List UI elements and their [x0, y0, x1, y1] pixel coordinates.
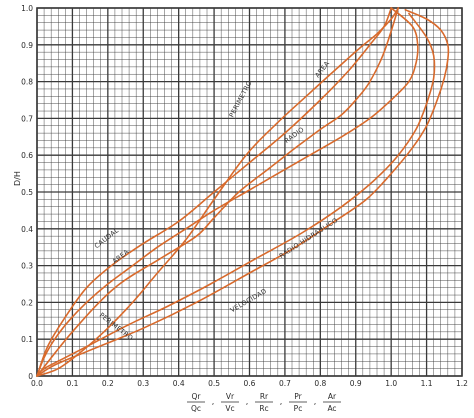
- x-label-separator: ,: [212, 397, 215, 406]
- curve-velocidad: [36, 9, 450, 377]
- x-tick-label: 0.5: [208, 379, 220, 388]
- y-tick-label: 0.1: [21, 335, 33, 344]
- x-tick-label: 0.6: [244, 379, 256, 388]
- x-tick-label: 0.0: [31, 379, 43, 388]
- x-tick-label: 1.0: [385, 379, 397, 388]
- x-label-numerator: Vr: [226, 392, 235, 401]
- x-tick-label: 0.7: [279, 379, 291, 388]
- curve-area: [36, 7, 392, 377]
- x-label-separator: ,: [246, 397, 249, 406]
- x-label-numerator: Rr: [260, 392, 269, 401]
- y-tick-label: 1.0: [21, 4, 33, 13]
- y-tick-label: 0.3: [21, 262, 33, 271]
- y-tick-label: 0.8: [21, 78, 33, 87]
- x-label-separator: ,: [314, 397, 317, 406]
- y-axis-label: D/H: [13, 171, 22, 186]
- curve-radio: [36, 7, 400, 377]
- x-tick-label: 1.1: [421, 379, 433, 388]
- y-tick-label: 0.9: [21, 41, 33, 50]
- y-tick-label: 0.7: [21, 114, 33, 123]
- x-label-denominator: Qc: [191, 404, 201, 413]
- y-tick-label: 0.5: [21, 188, 33, 197]
- curve-perimetro: [36, 7, 400, 377]
- y-tick-labels: 0 0.1 0.2 0.3 0.4 0.5 0.6 0.7 0.8 0.9 1.0: [21, 4, 33, 381]
- grid: [36, 7, 463, 377]
- x-tick-label: 0.2: [102, 379, 114, 388]
- x-label-denominator: Ac: [327, 404, 336, 413]
- x-label-numerator: Ar: [328, 392, 337, 401]
- x-tick-label: 0.4: [173, 379, 185, 388]
- x-tick-label: 0.1: [66, 379, 78, 388]
- curve-caudal: [36, 7, 419, 377]
- y-tick-label: 0.6: [21, 151, 33, 160]
- x-label-denominator: Pc: [294, 404, 303, 413]
- x-label-denominator: Rc: [259, 404, 268, 413]
- y-tick-label: 0: [28, 372, 33, 381]
- plot-border: [36, 7, 463, 377]
- x-tick-label: 0.9: [350, 379, 362, 388]
- x-label-numerator: Qr: [192, 392, 202, 401]
- x-label-numerator: Pr: [294, 392, 302, 401]
- y-tick-label: 0.4: [21, 225, 33, 234]
- x-label-denominator: Vc: [225, 404, 234, 413]
- x-tick-label: 1.2: [456, 379, 468, 388]
- x-label-separator: ,: [280, 397, 283, 406]
- curves: [36, 7, 450, 377]
- y-tick-label: 0.2: [21, 298, 33, 307]
- x-tick-labels: 0.0 0.1 0.2 0.3 0.4 0.5 0.6 0.7 0.8 0.9 1.0 1.1 1.2: [31, 379, 468, 388]
- x-tick-label: 0.3: [137, 379, 149, 388]
- x-axis-label: Qr Qc, Vr Vc, Rr Rc, Pr Pc, Ar Ac: [187, 392, 341, 413]
- x-tick-label: 0.8: [314, 379, 326, 388]
